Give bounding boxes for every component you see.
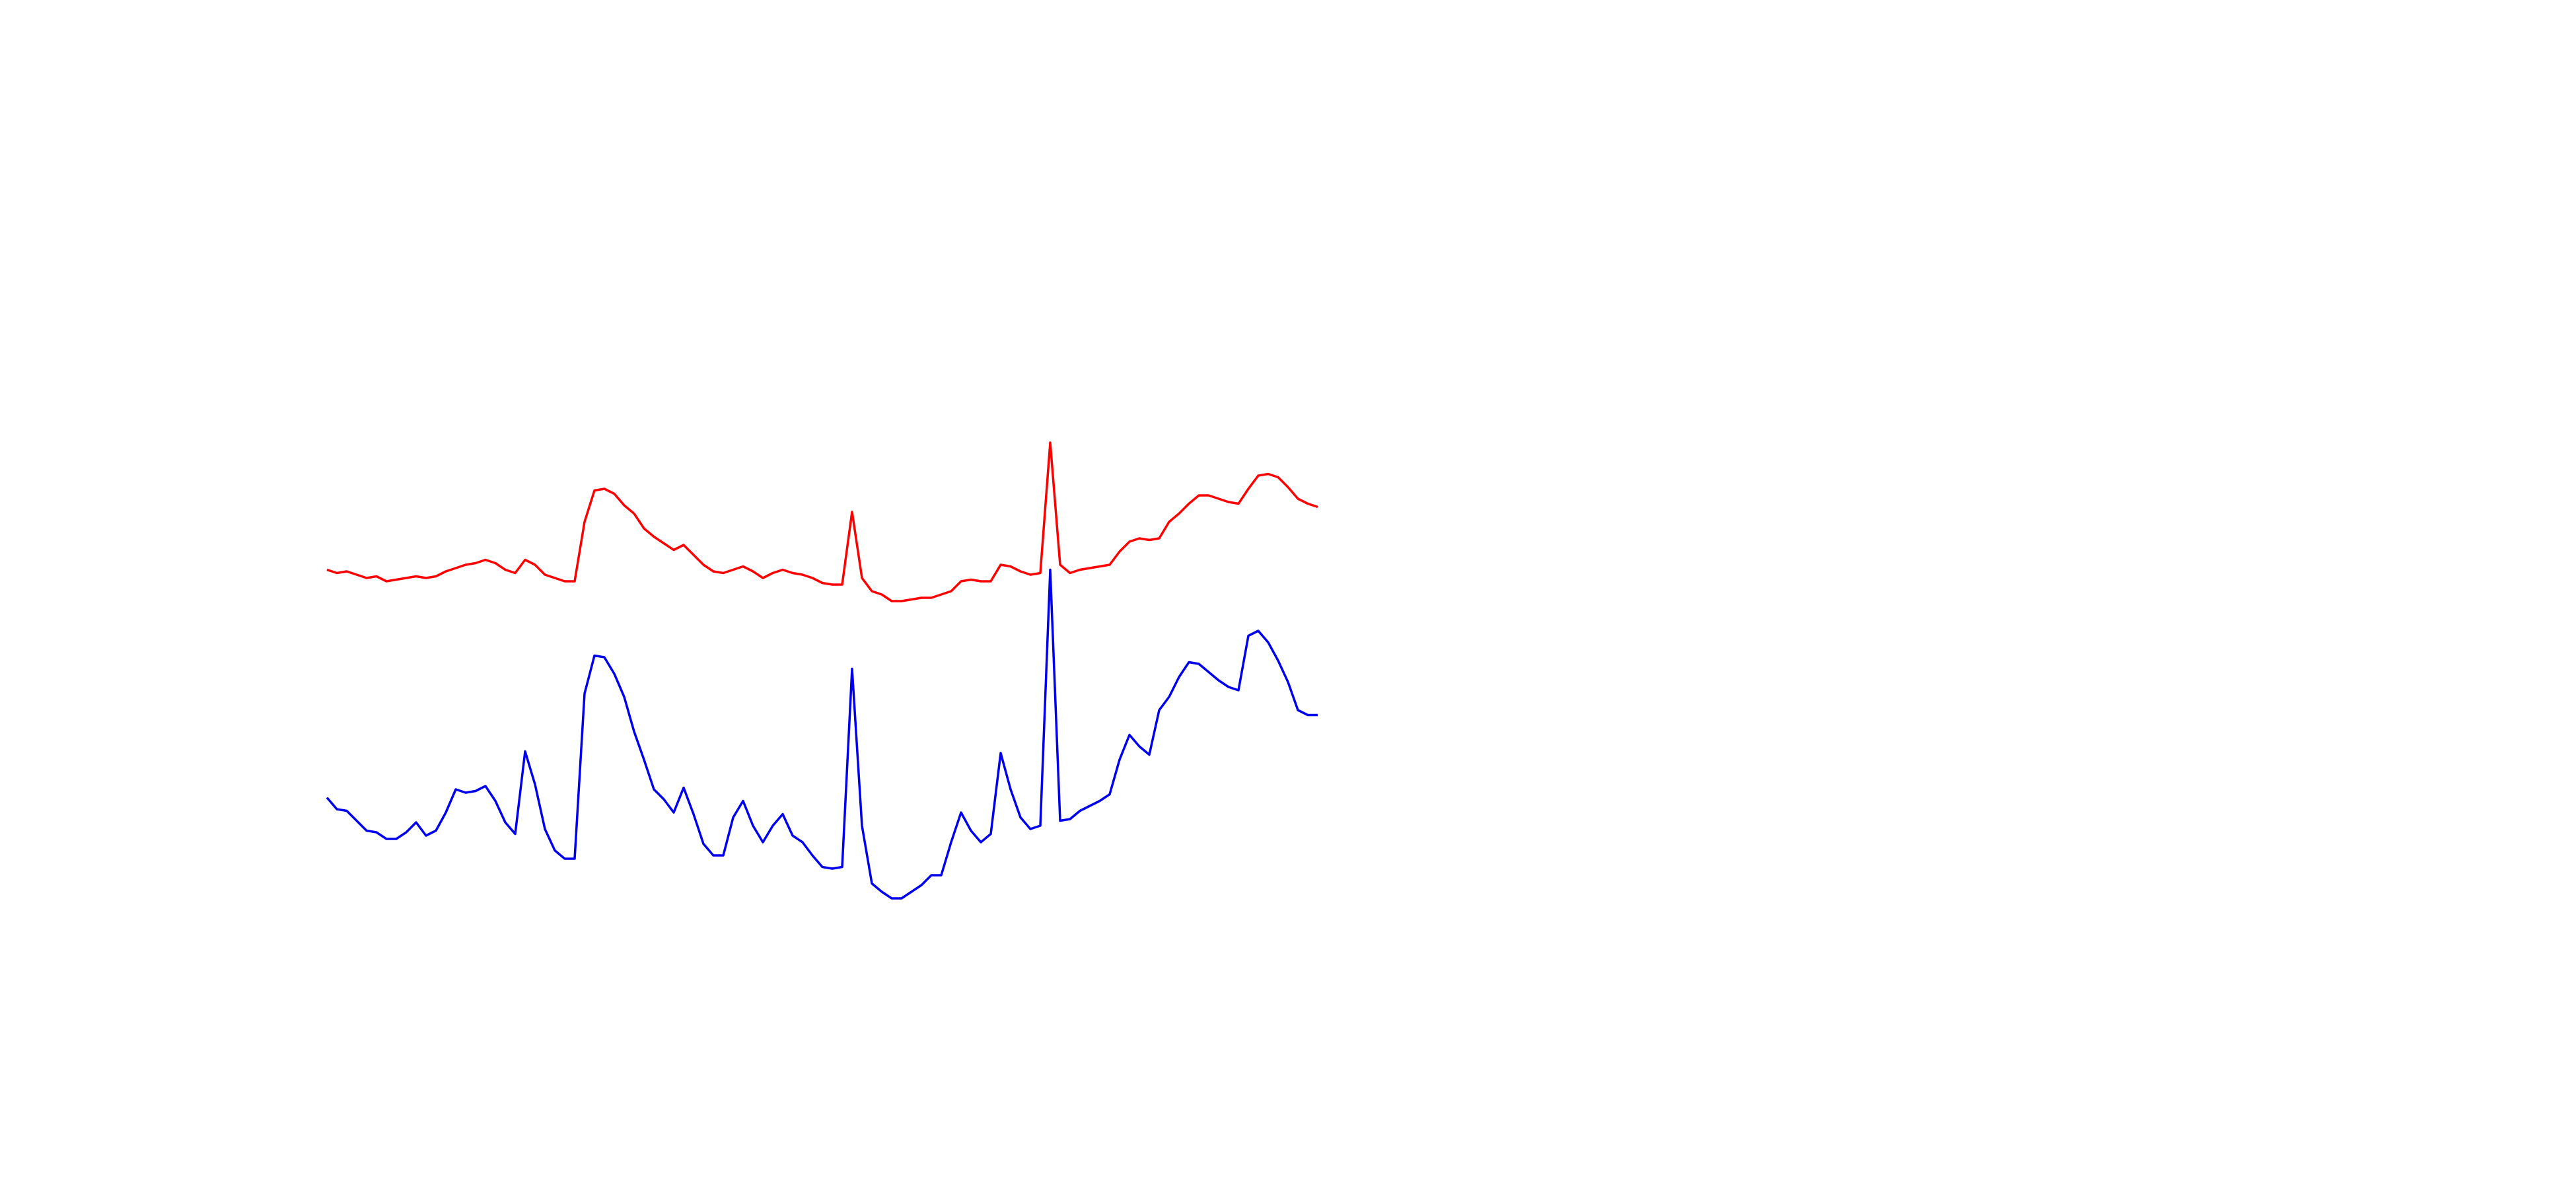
series-line: [326, 568, 1318, 900]
series-line: [326, 441, 1318, 602]
